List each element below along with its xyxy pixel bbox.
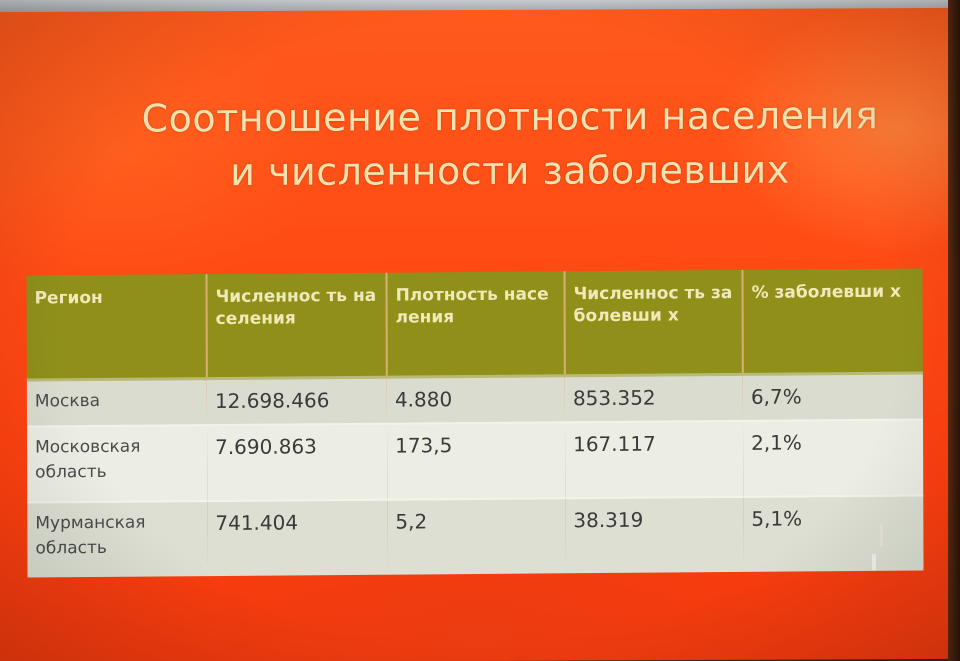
cell-density: 5,2 <box>387 497 566 575</box>
cell-region: Мурманская область <box>27 500 208 578</box>
header-percent: % заболевши х <box>742 268 923 374</box>
cell-cases: 853.352 <box>564 373 743 422</box>
header-density: Плотность населения <box>386 271 565 377</box>
table-header-row: Регион Численнос ть населения Плотность … <box>26 268 923 380</box>
cell-region: Москва <box>26 378 208 427</box>
slide-title-line-1: Соотношение плотности населения <box>141 93 879 141</box>
screen-right-edge <box>948 0 960 661</box>
presentation-slide: Соотношение плотности населения и числен… <box>0 7 950 661</box>
header-region: Регион <box>26 274 207 380</box>
cell-percent: 6,7% <box>742 372 923 421</box>
table-row: Московская область 7.690.863 173,5 167.1… <box>27 418 924 503</box>
cell-population: 741.404 <box>207 499 388 576</box>
data-table: Регион Численнос ть населения Плотность … <box>26 268 924 578</box>
cell-percent: 5,1% <box>743 494 924 572</box>
header-cases: Численнос ть заболевши х <box>564 269 743 376</box>
glare-mark <box>880 524 883 547</box>
table-row: Мурманская область 741.404 5,2 38.319 5,… <box>27 494 924 578</box>
cell-density: 4.880 <box>386 375 565 424</box>
table-row: Москва 12.698.466 4.880 853.352 6,7% <box>26 372 923 427</box>
cell-cases: 167.117 <box>564 420 744 498</box>
slide-title: Соотношение плотности населения и числен… <box>100 88 920 200</box>
cell-percent: 2,1% <box>742 418 924 497</box>
header-population: Численнос ть населения <box>206 272 387 379</box>
glare-mark <box>872 554 876 571</box>
slide-title-line-2: и численности заболевших <box>230 147 790 195</box>
cell-region: Московская область <box>27 424 208 503</box>
cell-population: 7.690.863 <box>207 423 388 501</box>
cell-population: 12.698.466 <box>206 376 387 425</box>
cell-density: 173,5 <box>386 421 566 500</box>
cell-cases: 38.319 <box>565 496 744 573</box>
